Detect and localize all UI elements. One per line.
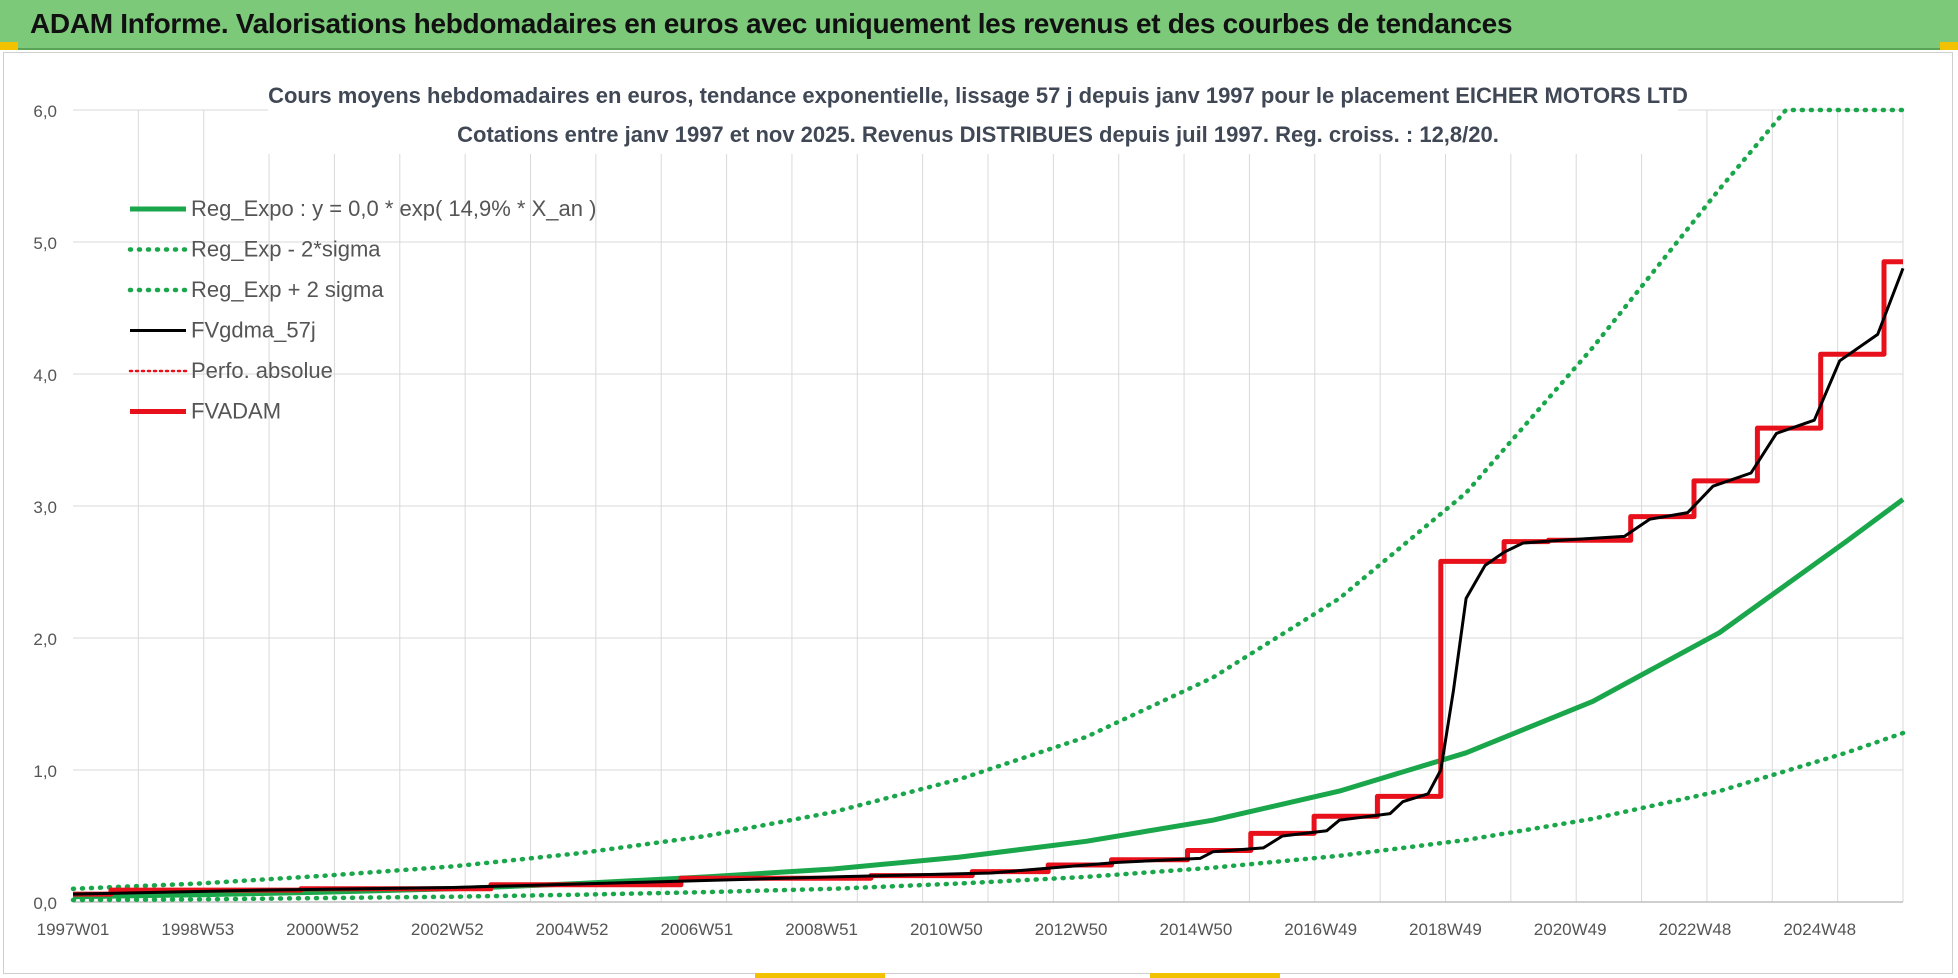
chart-title-backdrop xyxy=(268,76,1678,154)
y-tick-label: 3,0 xyxy=(33,498,57,517)
x-tick-label: 2002W52 xyxy=(411,920,484,939)
legend-label-fvg: FVgdma_57j xyxy=(191,318,316,343)
corner-mark-right xyxy=(1940,42,1958,50)
x-tick-label: 2024W48 xyxy=(1783,920,1856,939)
y-tick-label: 0,0 xyxy=(33,894,57,913)
y-tick-label: 2,0 xyxy=(33,630,57,649)
axis-layer: 0,0 1,0 2,0 3,0 4,0 5,0 6,0 1997W01 1998W53 2000W… xyxy=(33,102,1903,939)
bottom-mark-1 xyxy=(755,973,885,978)
x-tick-label: 2006W51 xyxy=(660,920,733,939)
x-tick-label: 2000W52 xyxy=(286,920,359,939)
x-tick-label: 2020W49 xyxy=(1534,920,1607,939)
series-line-adam xyxy=(73,259,1903,897)
y-tick-label: 4,0 xyxy=(33,366,57,385)
x-tick-label: 2010W50 xyxy=(910,920,983,939)
chart-title-line-1: Cours moyens hebdomadaires en euros, ten… xyxy=(268,83,1688,108)
legend-label-perf: Perfo. absolue xyxy=(191,358,333,383)
x-tick-label: 2016W49 xyxy=(1284,920,1357,939)
series-line-low xyxy=(70,730,1906,903)
legend-label-low: Reg_Exp - 2*sigma xyxy=(191,237,381,262)
grid-layer xyxy=(73,109,1904,903)
series-layer xyxy=(70,107,1906,903)
chart-title-line-2: Cotations entre janv 1997 et nov 2025. R… xyxy=(457,122,1499,147)
x-tick-label: 1997W01 xyxy=(37,920,110,939)
x-tick-label: 2004W52 xyxy=(536,920,609,939)
x-tick-label: 1998W53 xyxy=(161,920,234,939)
x-tick-label: 2014W50 xyxy=(1160,920,1233,939)
legend: Reg_Expo : y = 0,0 * exp( 14,9% * X_an )… xyxy=(127,196,596,424)
y-tick-label: 1,0 xyxy=(33,762,57,781)
legend-label-reg: Reg_Expo : y = 0,0 * exp( 14,9% * X_an ) xyxy=(191,196,596,221)
y-tick-label: 6,0 xyxy=(33,102,57,121)
report-banner: ADAM Informe. Valorisations hebdomadaire… xyxy=(0,0,1958,50)
series-line-fvg xyxy=(72,267,1905,896)
bottom-mark-2 xyxy=(1150,973,1280,978)
legend-label-adam: FVADAM xyxy=(191,399,281,424)
x-tick-label: 2008W51 xyxy=(785,920,858,939)
x-tick-label: 2012W50 xyxy=(1035,920,1108,939)
chart-frame xyxy=(3,52,1953,974)
y-tick-label: 5,0 xyxy=(33,234,57,253)
series-line-high xyxy=(70,107,1906,892)
x-tick-label: 2022W48 xyxy=(1659,920,1732,939)
report-title: ADAM Informe. Valorisations hebdomadaire… xyxy=(30,8,1513,39)
corner-mark-left xyxy=(0,42,18,50)
x-tick-label: 2018W49 xyxy=(1409,920,1482,939)
legend-label-high: Reg_Exp + 2 sigma xyxy=(191,277,384,302)
